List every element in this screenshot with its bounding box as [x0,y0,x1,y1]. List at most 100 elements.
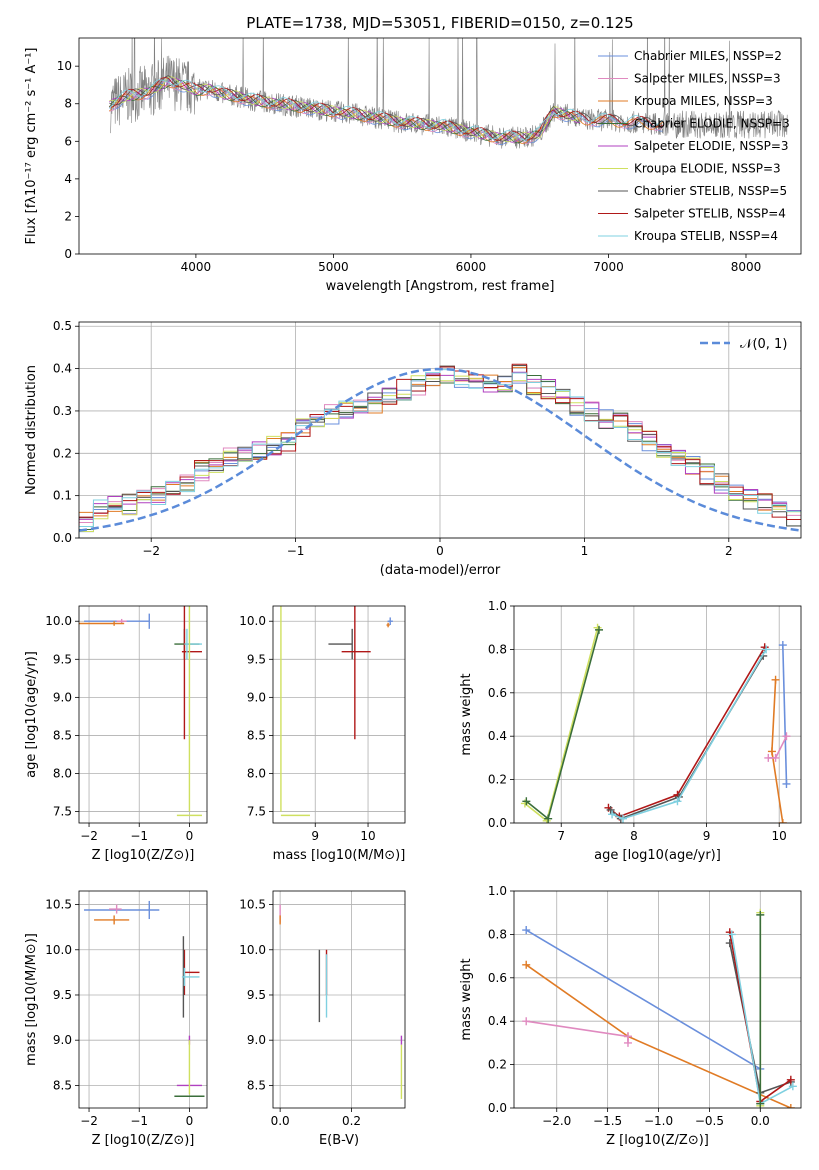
tick-label-x: 5000 [318,260,349,274]
tick-label-x: −1 [287,544,305,558]
tick-label-y: 2 [64,209,72,223]
tick-label-y: 8 [64,97,72,111]
tick-label-y: 8.5 [53,1078,72,1092]
tick-label-x: −0.5 [695,1114,724,1128]
tick-label-y: 9.5 [247,988,266,1002]
data-point [181,606,202,740]
series-line-salpeter-miles [526,1020,629,1043]
marker [756,1099,765,1108]
data-point [181,967,200,986]
ylabel: mass weight [459,958,474,1040]
tick-label-x: 2 [725,544,733,558]
axes-frame [78,890,208,1109]
tick-label-x: 0.2 [342,1114,361,1128]
plot-area [279,904,403,1099]
series-line-chabrier-elodie [525,629,600,821]
tick-label-y: 9.0 [247,690,266,704]
panel-massweight-vs-Z: −2.0 −1.5 −1.0 −0.5 0.0 0.0 0.2 0.4 0.6 0.8 1.0 Z [… [459,884,802,1148]
series-line-salpeter-stelib [608,646,766,818]
tick-label-x: −2.0 [542,1114,571,1128]
legend-entry: Chabrier ELODIE, NSSP=3 [634,117,790,131]
tick-label-y: 0.0 [488,816,507,830]
tick-label-y: 1.0 [488,599,507,613]
axes-frame [513,890,802,1109]
marker [618,814,627,823]
tick-label-y: 0.4 [53,362,72,376]
tick-label-y: 0.2 [488,773,507,787]
tick-label-y: 10.0 [239,614,266,628]
panel-mass-vs-Z: −2 −1 0 8.5 9.0 9.5 10.0 10.5 Z [log10(Z/Z⊙)] mas… [24,890,208,1148]
tick-label-y: 0.8 [488,642,507,656]
tick-label-y: 10.5 [239,898,266,912]
marker [595,625,604,634]
xlabel: Z [log10(Z/Z⊙)] [92,1133,195,1148]
tick-label-y: 8.5 [247,728,266,742]
xlabel: wavelength [Angstrom, rest frame] [326,279,555,294]
marker [544,814,553,823]
ylabel: mass weight [459,673,474,755]
tick-label-x: 0.0 [271,1114,290,1128]
panel-mass-vs-EBV: 0.0 0.2 8.5 9.0 9.5 10.0 10.5 E(B-V) [239,890,406,1148]
plot-area [280,606,393,817]
tick-label-x: 10 [360,829,375,843]
series-line-kroupa-stelib [731,934,794,1105]
panel-age-vs-Z: −2 −1 0 7.5 8.0 8.5 9.0 9.5 10.0 Z [log10(Z/Z⊙)] a… [24,605,208,863]
legend-entry: Salpeter STELIB, NSSP=4 [634,207,786,221]
tick-label-y: 0.6 [488,686,507,700]
tick-label-y: 0.2 [53,446,72,460]
data-point [79,621,125,626]
marker [788,1082,797,1091]
tick-label-y: 10 [57,59,72,73]
model-spectrum-chabrier-stelib [109,75,663,142]
marker [673,797,682,806]
tick-label-y: 0.0 [488,1101,507,1115]
observed-spectrum [110,38,788,149]
tick-label-x: 9 [311,829,319,843]
data-point [328,628,353,660]
plot-area [79,363,801,538]
marker [782,779,791,788]
marker [771,675,780,684]
tick-label-y: 10.0 [45,943,72,957]
tick-label-y: 8.5 [247,1078,266,1092]
legend-entry: 𝒩(0, 1) [740,337,787,352]
ylabel: age [log10(age/yr)] [24,651,39,778]
model-spectrum-kroupa-miles [109,82,663,144]
panel-residuals: −2 −1 0 1 2 0.0 0.1 0.2 0.3 0.4 0.5 (data-model)/er… [24,319,802,578]
tick-label-x: 0 [186,829,194,843]
marker [606,805,615,814]
histogram-kroupa-stelib [79,369,801,538]
tick-label-y: 8.0 [53,767,72,781]
series-line-kroupa-stelib [611,648,767,820]
data-point [184,628,202,660]
tick-label-x: 9 [703,829,711,843]
panel-age-vs-mass: 9 10 7.5 8.0 8.5 9.0 9.5 10.0 mass [log10(M/M⊙)] [239,605,406,863]
tick-label-x: 6000 [456,260,487,274]
panel-spectrum: 4000 5000 6000 7000 8000 0 2 4 6 8 10 wavelength [A… [24,37,802,294]
data-point [84,900,160,920]
tick-label-x: −1 [130,1114,148,1128]
tick-label-x: −2 [80,1114,98,1128]
gaussian-curve [79,367,801,532]
legend-entry: Chabrier STELIB, NSSP=5 [634,184,787,198]
tick-label-y: 0.1 [53,489,72,503]
axes-frame [78,321,802,539]
axes-frame [272,890,406,1109]
marker [522,960,531,969]
tick-label-y: 9.0 [53,690,72,704]
axes-frame [78,605,208,824]
data-point [94,915,130,925]
tick-label-x: 1 [581,544,589,558]
data-point [109,904,122,914]
xlabel: age [log10(age/yr)] [594,848,721,863]
panel-massweight-vs-age: 7 8 9 10 0.0 0.2 0.4 0.6 0.8 1.0 age [log10(age/yr… [459,599,802,863]
tick-label-y: 4 [64,172,72,186]
marker [522,926,531,935]
tick-label-x: 10 [772,829,787,843]
legend-entry: Chabrier MILES, NSSP=2 [634,49,782,63]
series-line-chabrier-miles [782,645,788,784]
tick-label-y: 1.0 [488,884,507,898]
tick-label-y: 9.5 [247,652,266,666]
series-line-chabrier-miles [525,929,761,1070]
plot-area [79,606,202,817]
